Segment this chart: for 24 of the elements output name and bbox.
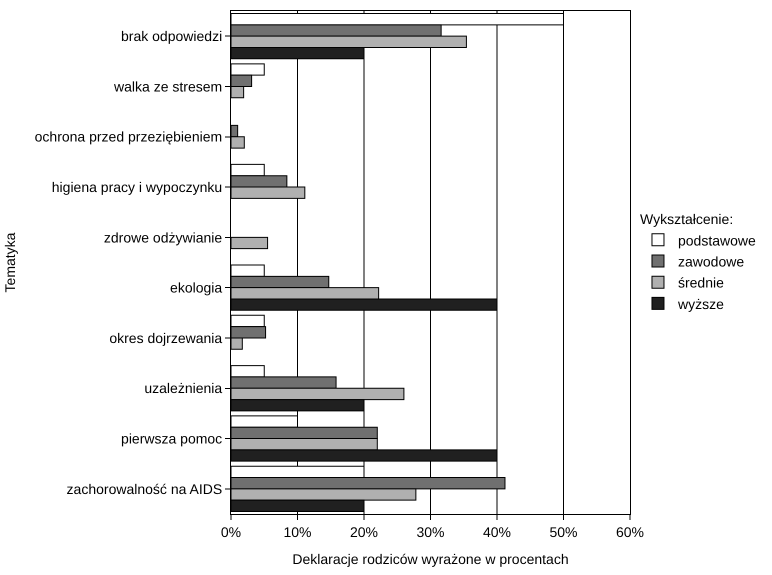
y-axis-title: Tematyka <box>2 232 18 292</box>
x-tick-label: 20% <box>350 524 378 540</box>
y-tick-label: ekologia <box>170 280 222 296</box>
y-tick-label: ochrona przed przeziębieniem <box>34 128 222 145</box>
legend-title: Wykształcenie: <box>640 211 734 228</box>
x-axis-title: Deklaracje rodziców wyrażone w procentach <box>292 551 569 568</box>
legend-label: podstawowe <box>678 232 756 248</box>
x-tick-label: 40% <box>482 524 512 540</box>
y-tick-label: uzależnienia <box>144 380 222 396</box>
y-tick-label: pierwsza pomoc <box>121 430 222 446</box>
y-tick-label: higiena pracy i wypoczynku <box>52 178 222 195</box>
y-tick-label: brak odpowiedzi <box>121 28 222 44</box>
legend-label: zawodowe <box>678 253 744 270</box>
legend-label: średnie <box>678 274 724 291</box>
x-tick-label: 60% <box>616 524 644 540</box>
y-tick-label: zachorowalność na AIDS <box>66 480 222 497</box>
x-tick-label: 50% <box>549 524 578 540</box>
x-tick-label: 10% <box>283 524 312 540</box>
legend-label: wyższe <box>676 296 724 312</box>
x-tick-label: 0% <box>220 524 242 540</box>
y-tick-label: zdrowe odżywianie <box>104 229 222 246</box>
x-tick-label: 30% <box>416 524 445 540</box>
y-tick-label: okres dojrzewania <box>109 330 222 346</box>
y-tick-label: walka ze stresem <box>113 78 222 94</box>
